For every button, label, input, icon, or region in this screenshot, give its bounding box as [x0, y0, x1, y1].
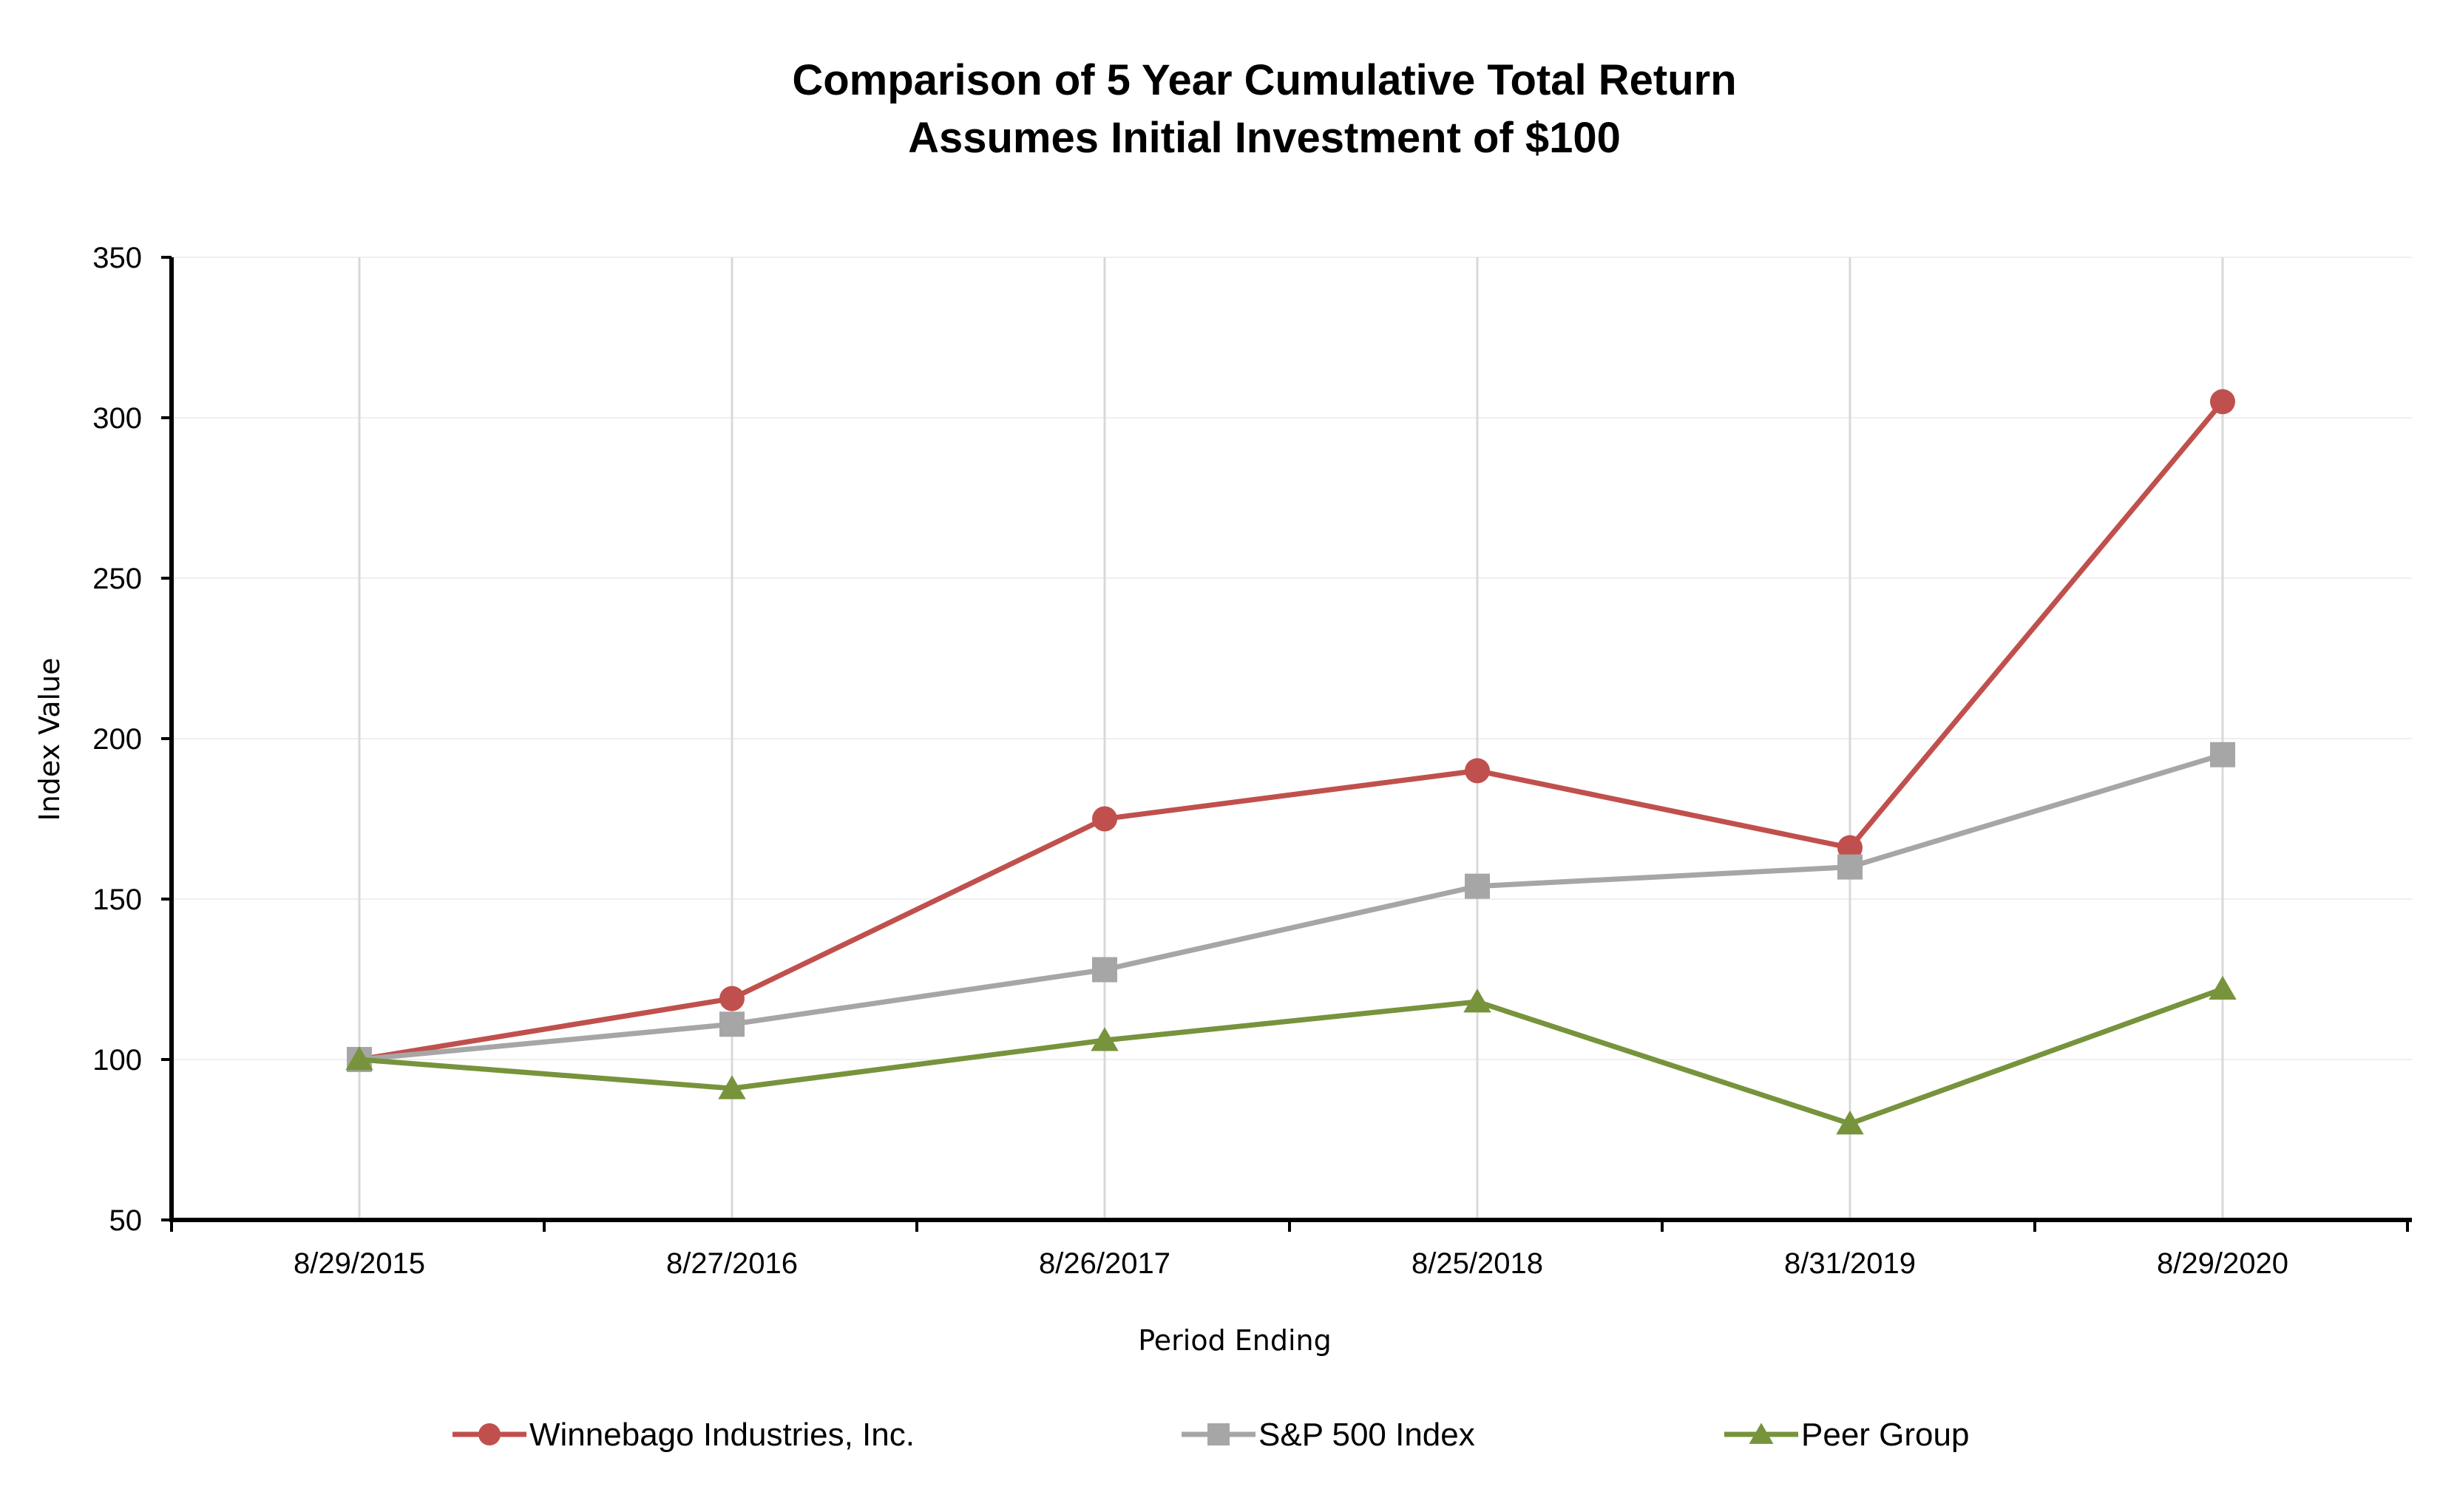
- series-line-sp500: [359, 752, 2224, 1062]
- legend-marker: [478, 1423, 501, 1445]
- x-tick-label: 8/29/2020: [2157, 1247, 2288, 1280]
- legend-label: Winnebago Industries, Inc.: [529, 1417, 915, 1453]
- legend-item-sp500: S&P 500 Index: [1182, 1417, 1475, 1453]
- data-point-winnebago: [2210, 389, 2235, 415]
- data-point-peer-group: [2209, 975, 2237, 1000]
- y-tick-label: 250: [92, 563, 142, 595]
- legend: Winnebago Industries, Inc. S&P 500 Index P…: [453, 1417, 1969, 1453]
- data-point-sp500: [1465, 873, 1490, 899]
- y-tick-label: 350: [92, 242, 142, 274]
- y-tick-label: 50: [109, 1204, 143, 1237]
- legend-marker: [1749, 1423, 1774, 1444]
- data-point-peer-group: [1463, 989, 1491, 1013]
- y-tick-label: 300: [92, 402, 142, 435]
- x-tick-label: 8/25/2018: [1412, 1247, 1543, 1280]
- x-tick-label: 8/27/2016: [666, 1247, 798, 1280]
- legend-label: S&P 500 Index: [1258, 1417, 1475, 1453]
- y-tick-label: 200: [92, 723, 142, 756]
- x-axis-ticks: 8/29/2015 8/27/2016 8/26/2017 8/25/2018 8/31…: [170, 1220, 2409, 1280]
- data-point-peer-group: [1836, 1111, 1864, 1135]
- data-point-winnebago: [1465, 758, 1490, 784]
- data-point-peer-group: [718, 1075, 746, 1099]
- data-point-peer-group: [345, 1046, 373, 1071]
- legend-item-winnebago: Winnebago Industries, Inc.: [453, 1417, 915, 1453]
- series-line-winnebago: [359, 400, 2225, 1062]
- series-peer-group: [345, 975, 2237, 1135]
- y-axis-label: Index Value: [33, 657, 66, 821]
- legend-label: Peer Group: [1801, 1417, 1969, 1453]
- y-tick-label: 150: [92, 884, 142, 916]
- x-axis-label: Period Ending: [1138, 1324, 1332, 1357]
- data-point-peer-group: [1091, 1027, 1119, 1051]
- y-axis-ticks: 50 100 150 200 250 300 350: [92, 242, 172, 1237]
- data-point-sp500: [1092, 957, 1117, 983]
- x-tick-label: 8/26/2017: [1039, 1247, 1170, 1280]
- series-layer: [345, 389, 2237, 1135]
- grid: [172, 257, 2412, 1220]
- legend-item-peer-group: Peer Group: [1724, 1417, 1969, 1453]
- y-tick-label: 100: [92, 1044, 142, 1077]
- data-point-winnebago: [1092, 806, 1117, 832]
- data-point-sp500: [1837, 854, 1863, 880]
- series-line-peer-group: [359, 986, 2224, 1127]
- chart-title: Comparison of 5 Year Cumulative Total Re…: [792, 56, 1736, 104]
- series-winnebago: [347, 389, 2235, 1072]
- x-tick-label: 8/29/2015: [294, 1247, 425, 1280]
- data-point-winnebago: [1837, 835, 1863, 861]
- data-point-sp500: [719, 1011, 745, 1037]
- data-point-sp500: [2210, 742, 2235, 767]
- legend-marker: [1207, 1423, 1230, 1445]
- x-tick-label: 8/31/2019: [1784, 1247, 1916, 1280]
- data-point-winnebago: [719, 986, 745, 1011]
- chart-subtitle: Assumes Initial Investment of $100: [908, 114, 1621, 162]
